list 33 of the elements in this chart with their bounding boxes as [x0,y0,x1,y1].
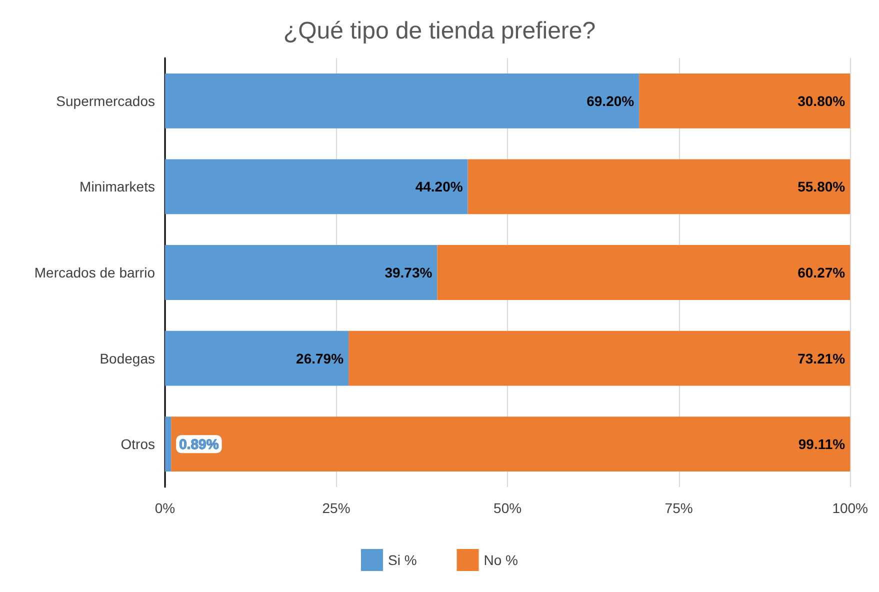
data-label: 39.73% [384,264,433,280]
data-label: 69.20% [586,92,635,109]
x-tick-label: 100% [832,500,868,516]
legend-label: No % [484,552,518,568]
legend-label: Si % [388,552,417,568]
data-label: 55.80% [798,178,846,195]
data-label: 30.80% [798,92,846,109]
y-tick-label: Supermercados [56,92,155,109]
x-tick-label: 50% [494,500,522,516]
y-tick-label: Bodegas [100,350,155,366]
data-label: 73.21% [798,350,846,366]
data-label: 26.79% [296,350,344,366]
bar [165,416,172,472]
data-label: 60.27% [798,264,846,280]
y-tick-label: Mercados de barrio [34,264,156,280]
data-label: 0.89% [179,436,220,452]
bar [165,330,349,386]
data-label: 44.20% [415,178,464,195]
bar [639,73,850,128]
bar [165,245,438,300]
y-tick-label: Minimarkets [80,178,155,195]
bar [468,159,850,214]
bar [171,416,850,472]
data-label: 99.11% [798,436,846,452]
x-tick-label: 75% [664,500,693,516]
bar [165,73,640,128]
x-tick-label: 0% [154,500,176,516]
chart-title: ¿Qué tipo de tienda prefiere? [283,18,596,44]
y-tick-label: Otros [120,436,155,452]
bar [165,159,468,214]
bar [437,245,850,300]
bar [348,330,850,386]
x-tick-label: 25% [322,500,350,516]
